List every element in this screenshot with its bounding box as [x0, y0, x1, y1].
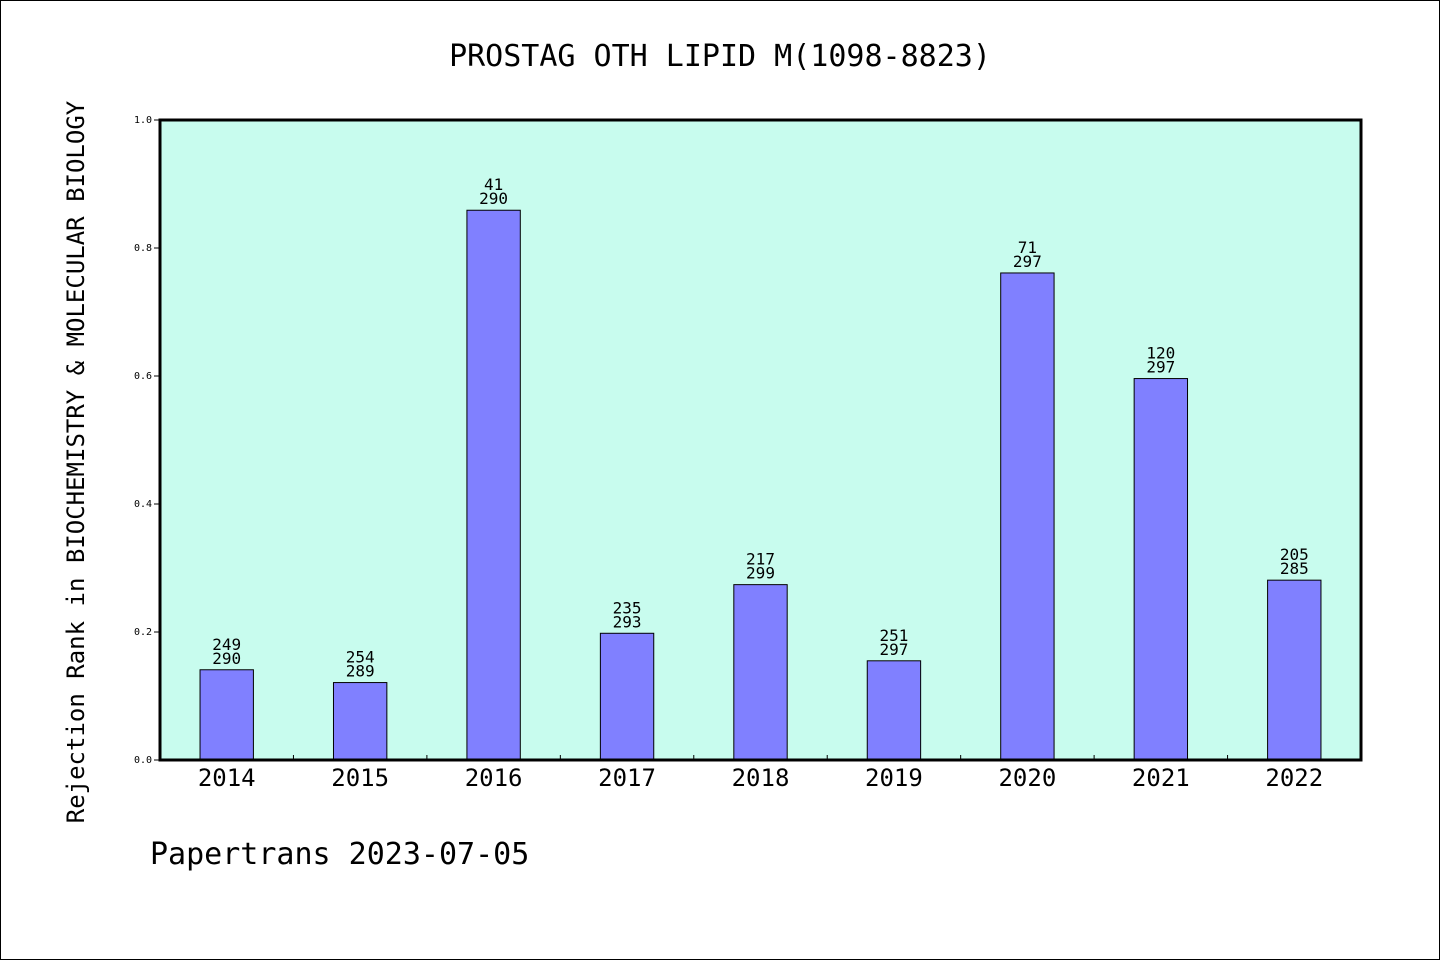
bar-label-rank: 217	[746, 550, 775, 569]
bar-label-rank: 254	[346, 648, 375, 667]
bar-label-total: 290	[212, 649, 241, 668]
y-tick-label: 0.0	[134, 755, 152, 766]
bar-label-rank: 251	[879, 626, 908, 645]
x-tick-label: 2014	[198, 764, 256, 792]
x-tick-label: 2017	[598, 764, 656, 792]
bar-label-rank: 205	[1280, 545, 1309, 564]
bar-label-total: 293	[613, 612, 642, 631]
bar-label-total: 297	[1013, 252, 1042, 271]
bar-label-rank: 41	[484, 175, 503, 194]
plot-border	[158, 118, 1363, 762]
bar-label-total: 290	[479, 189, 508, 208]
x-tick-label: 2021	[1132, 764, 1190, 792]
y-tick-label: 0.2	[134, 627, 152, 638]
bar-label-rank: 71	[1018, 238, 1037, 257]
bar-2017	[599, 632, 655, 761]
x-tick-label: 2020	[998, 764, 1056, 792]
bar-label-total: 297	[1146, 358, 1175, 377]
bar-label-rank: 235	[613, 598, 642, 617]
x-tick-label: 2019	[865, 764, 923, 792]
bar-2020	[1000, 272, 1055, 761]
bar-2021	[1133, 378, 1189, 761]
x-tick-label: 2016	[465, 764, 523, 792]
bar-2018	[733, 584, 788, 761]
bar-2015	[332, 682, 388, 761]
y-tick-label: 1.0	[134, 115, 152, 126]
bar-label-rank: 120	[1146, 344, 1175, 363]
chart-title: PROSTAG OTH LIPID M(1098-8823)	[449, 39, 991, 74]
bar-label-total: 289	[346, 662, 375, 681]
x-tick-label: 2022	[1265, 764, 1323, 792]
bar-series	[199, 209, 1322, 761]
bar-2019	[866, 660, 922, 761]
y-tick-label: 0.4	[134, 499, 152, 510]
y-tick-label: 0.8	[134, 243, 152, 254]
y-tick-label: 0.6	[134, 371, 152, 382]
y-axis-label: Rejection Rank in BIOCHEMISTRY & MOLECUL…	[62, 100, 90, 823]
bar-label-total: 299	[746, 564, 775, 583]
bar-label-rank: 249	[212, 635, 241, 654]
y-axis: 0.0 0.2 0.4 0.6 0.8 1.0	[134, 115, 160, 766]
bar-label-total: 297	[879, 640, 908, 659]
bar-2022	[1267, 579, 1322, 761]
x-tick-label: 2018	[732, 764, 790, 792]
x-tick-label: 2015	[331, 764, 389, 792]
footer-text: Papertrans 2023-07-05	[150, 837, 529, 872]
bar-label-total: 285	[1280, 559, 1309, 578]
bar-2014	[199, 669, 254, 761]
x-axis: 2014 2015 2016 2017 2018 2019 2020 2021 2022	[198, 755, 1323, 792]
bar-2016	[466, 209, 521, 761]
